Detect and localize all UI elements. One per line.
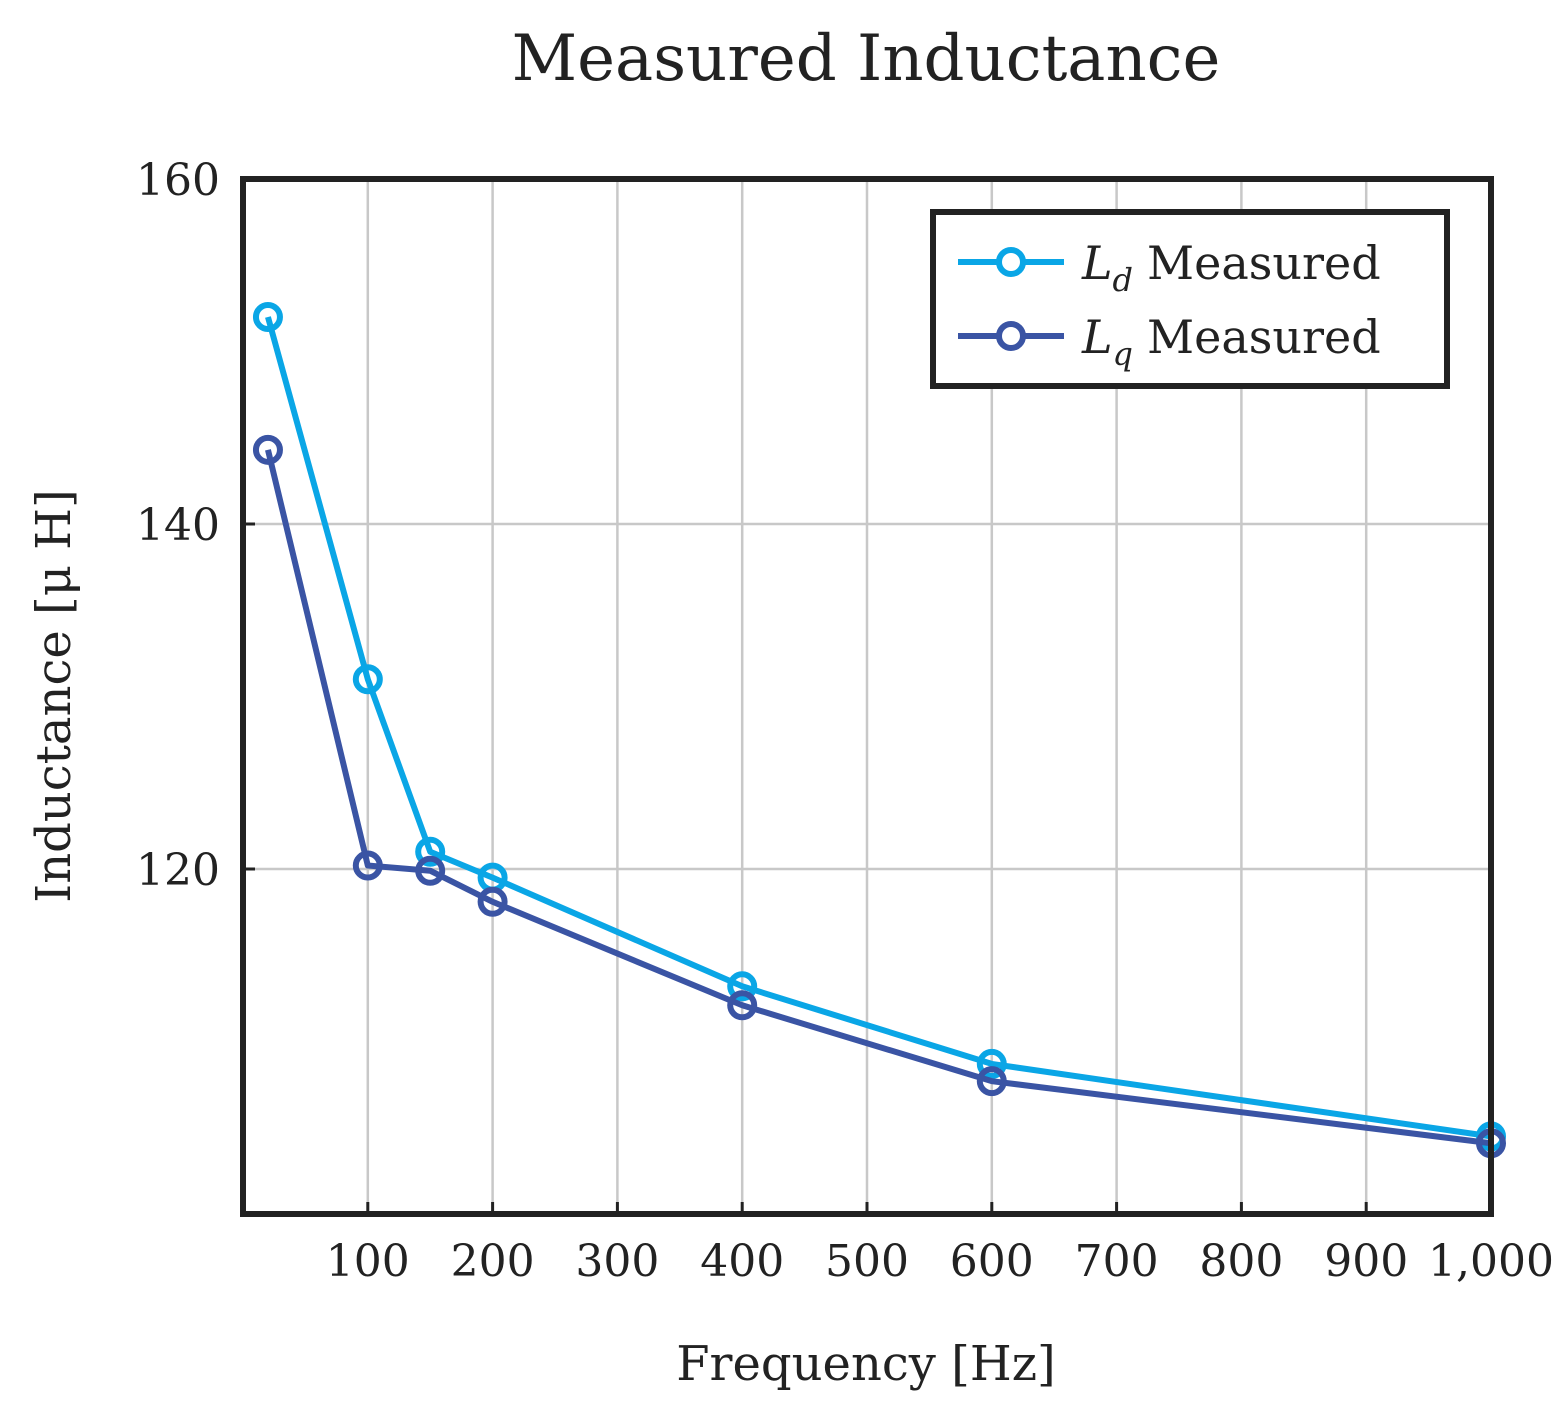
data-point [252,302,283,332]
series-layer [252,302,1506,1159]
legend-subscript: q [1113,335,1133,373]
x-tick-label: 500 [825,1236,909,1287]
data-point [727,971,758,1002]
x-tick-label: 1,000 [1428,1236,1554,1287]
legend-symbol: L [1081,310,1113,364]
y-tick-labels: 120 140 160 [136,155,220,896]
x-tick-label: 200 [451,1236,535,1287]
x-tick-label: 600 [950,1236,1034,1287]
x-tick-label: 100 [326,1236,410,1287]
data-point [252,434,283,465]
y-axis-label: Inductance [μ H] [26,489,82,903]
series-line [265,316,1492,1140]
x-tick-labels: 100 200 300 400 500 600 700 800 900 1,000 [326,1236,1554,1287]
legend-label: Ld Measured [1081,236,1381,299]
x-tick-label: 800 [1199,1236,1283,1287]
chart-title: Measured Inductance [512,22,1221,96]
x-axis-label: Frequency [Hz] [676,1336,1055,1392]
y-tick-label: 160 [136,155,220,206]
data-point [352,850,383,881]
series-q [252,434,1506,1159]
legend-entry-d: Ld Measured [958,236,1381,299]
x-tick-label: 900 [1324,1236,1408,1287]
series-d [252,302,1506,1152]
data-point [976,1066,1007,1097]
legend-box [930,209,1450,389]
legend-entry-q: Lq Measured [958,310,1381,373]
legend-subscript: d [1113,261,1133,299]
y-tick-label: 120 [136,845,220,896]
legend: Ld Measured Lq Measured [930,209,1450,389]
legend-text: Measured [1147,310,1381,364]
legend-label: Lq Measured [1081,310,1381,373]
data-point [415,836,446,867]
data-point [352,664,383,695]
legend-text: Measured [1147,236,1381,290]
data-point [415,855,446,886]
x-tick-label: 300 [575,1236,659,1287]
legend-symbol: L [1081,236,1113,290]
legend-marker [996,247,1026,277]
x-tick-label: 400 [700,1236,784,1287]
series-line [265,449,1492,1147]
data-point [477,886,508,917]
plot-frame [240,176,1494,1217]
legend-marker [996,321,1026,351]
x-tick-label: 700 [1075,1236,1159,1287]
y-tick-label: 140 [136,500,220,551]
data-point [976,1048,1007,1079]
data-point [727,990,758,1021]
